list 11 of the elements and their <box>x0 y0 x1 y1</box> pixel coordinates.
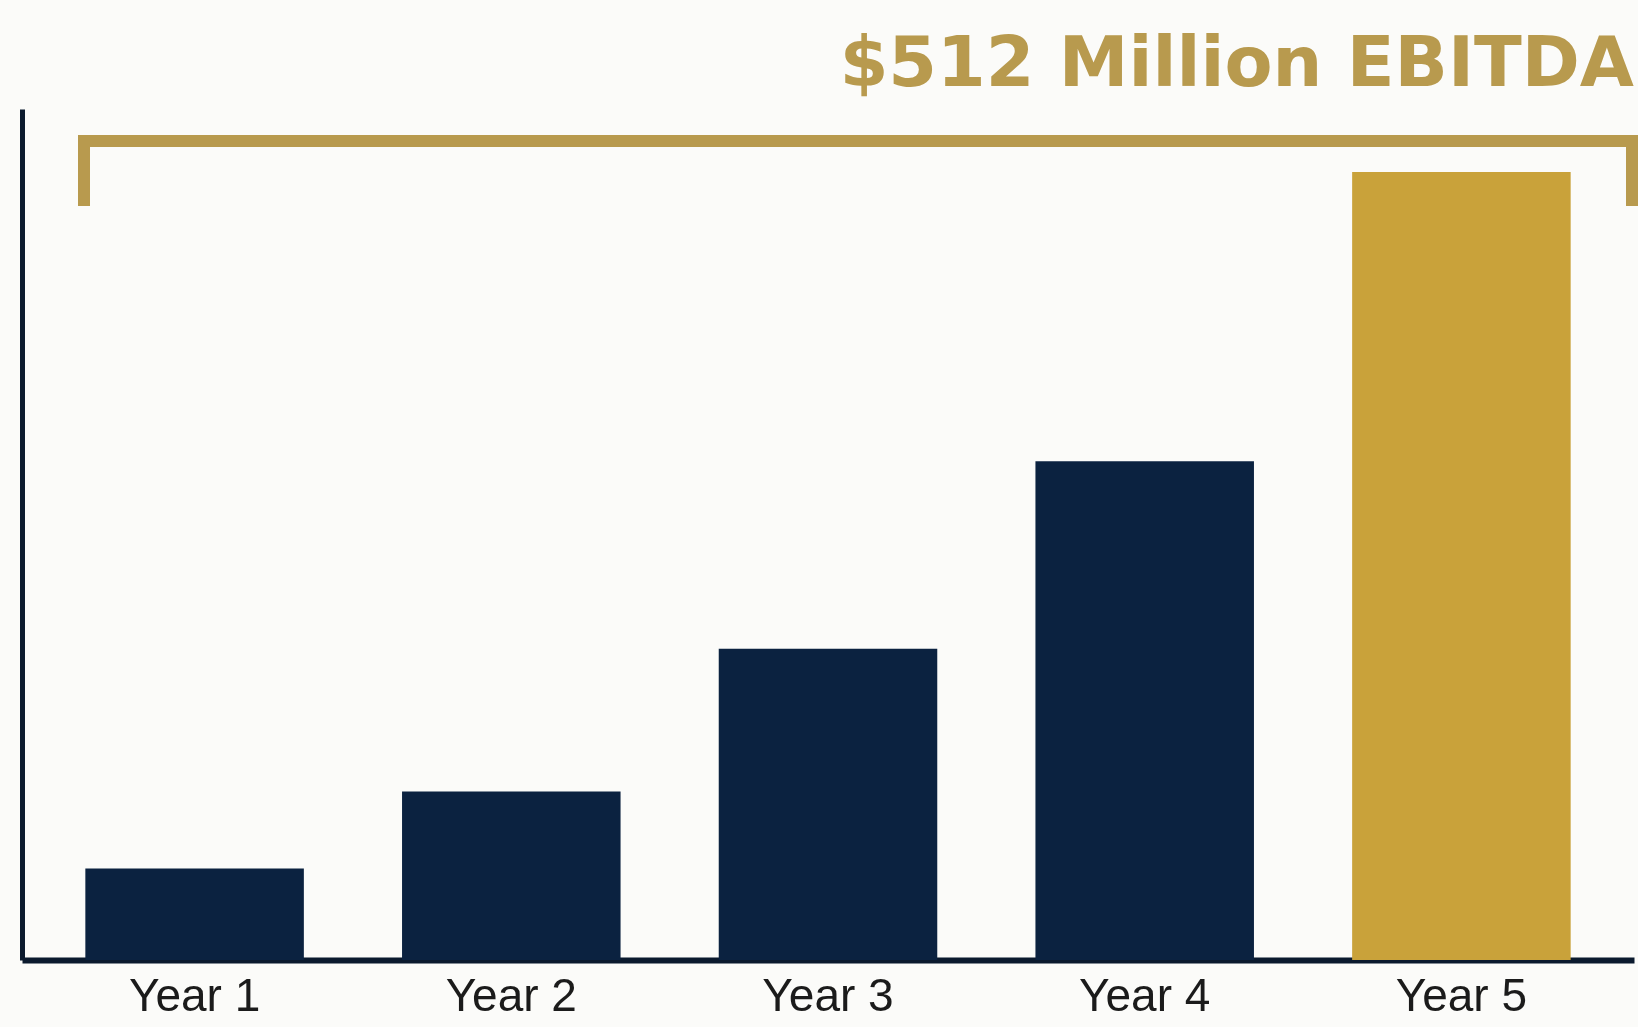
x-tick-label: Year 2 <box>445 968 577 1021</box>
bar <box>402 791 621 960</box>
chart-title: $512 Million EBITDA <box>839 21 1634 103</box>
x-tick-label: Year 5 <box>1395 968 1528 1021</box>
x-tick-label: Year 1 <box>128 968 261 1021</box>
bar <box>85 868 304 960</box>
bar <box>718 648 938 960</box>
x-tick-label: Year 4 <box>1079 968 1211 1021</box>
bar <box>1352 172 1571 960</box>
bar <box>1035 461 1254 960</box>
x-tick-label: Year 3 <box>762 968 894 1021</box>
